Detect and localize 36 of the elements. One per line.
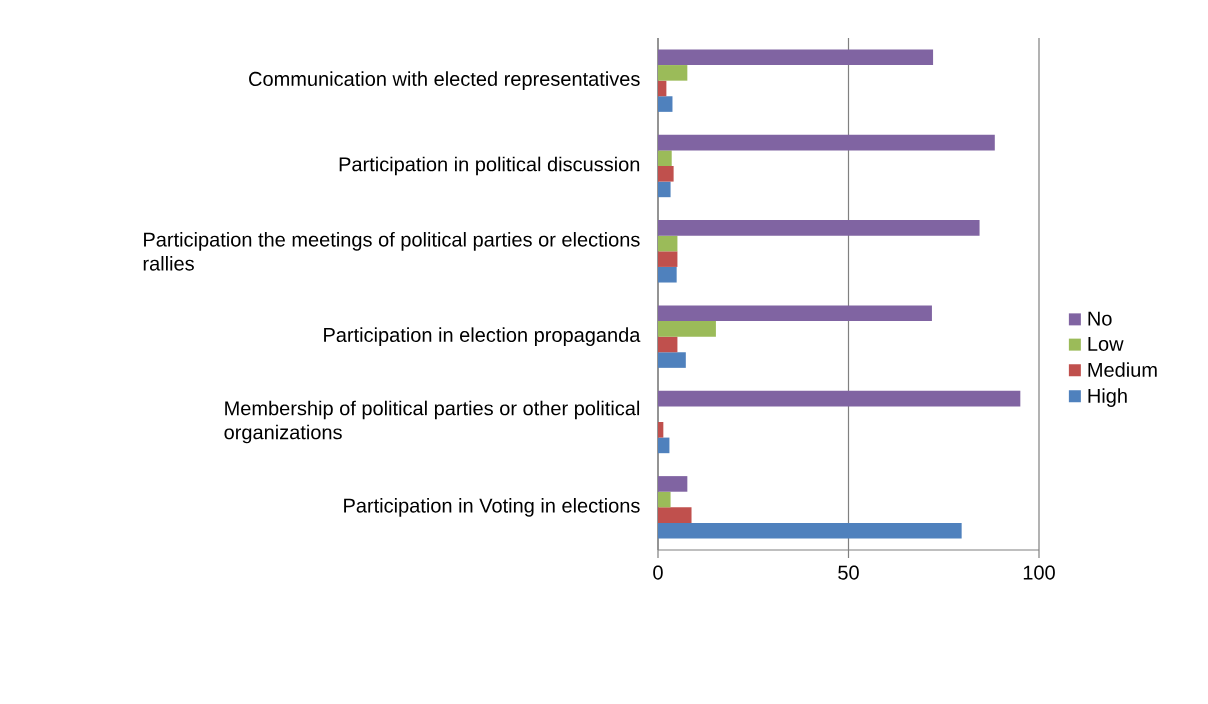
bar <box>658 336 678 353</box>
bar <box>658 390 1021 407</box>
bar <box>658 96 673 112</box>
bar <box>658 251 678 267</box>
legend-label: Medium <box>1088 362 1157 377</box>
y-tick-label: Participation in election propaganda <box>324 327 641 346</box>
bar <box>658 49 934 66</box>
y-tick-label: Participation in political discussion <box>339 156 640 176</box>
bar <box>658 476 688 492</box>
y-tick-label: Membership of political parties or other political organizations <box>224 400 640 444</box>
y-tick-label: Participation the meetings of political parties or elections rallies <box>143 231 640 271</box>
bar <box>658 321 716 337</box>
bar <box>658 266 677 283</box>
bar <box>658 491 671 508</box>
bar <box>658 421 664 438</box>
y-tick-label: Participation in Voting in elections <box>344 498 640 517</box>
x-tick-label: 50 <box>838 565 859 580</box>
bar <box>658 65 688 81</box>
bar <box>658 437 670 454</box>
legend-label: No <box>1088 311 1112 326</box>
bar <box>658 235 678 252</box>
bar <box>658 181 671 198</box>
bar <box>658 80 667 97</box>
bar <box>658 522 962 539</box>
bar <box>658 150 672 166</box>
bar <box>658 507 692 523</box>
bar <box>658 165 674 182</box>
y-tick-label: Communication with elected representatives <box>249 71 640 90</box>
x-tick-label: 100 <box>1023 565 1055 580</box>
bar <box>658 134 995 151</box>
legend-label: Low <box>1088 337 1124 351</box>
bar <box>658 352 686 368</box>
x-tick-label: 0 <box>653 565 663 580</box>
bar <box>658 220 980 236</box>
legend-label: High <box>1088 388 1127 407</box>
bar <box>658 305 932 322</box>
